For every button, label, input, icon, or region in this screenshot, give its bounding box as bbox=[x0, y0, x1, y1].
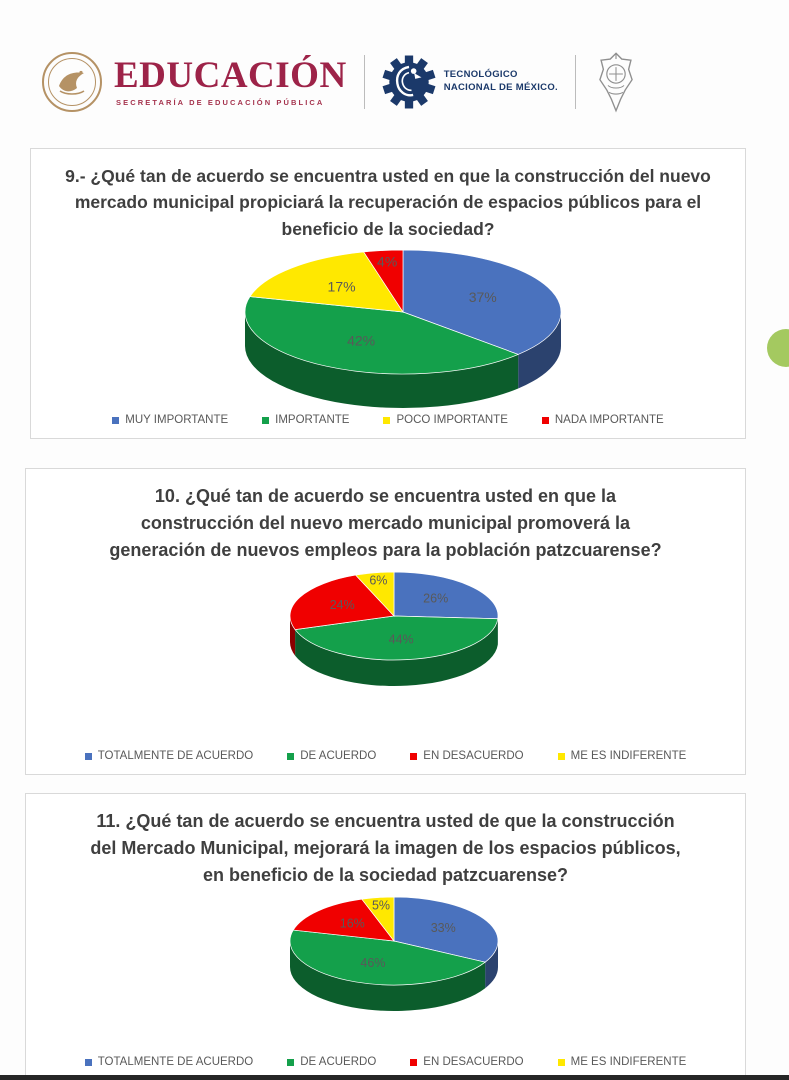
chart-title-q10: 10. ¿Qué tan de acuerdo se encuentra ust… bbox=[109, 486, 662, 560]
legend-item: TOTALMENTE DE ACUERDO bbox=[84, 1056, 254, 1068]
header: EDUCACIÓN SECRETARÍA DE EDUCACIÓN PÚBLIC… bbox=[40, 42, 789, 122]
chart-title-q9: 9.- ¿Qué tan de acuerdo se encuentra ust… bbox=[65, 166, 711, 239]
pie-data-label: 37% bbox=[469, 289, 497, 305]
legend-marker bbox=[287, 752, 295, 760]
bottom-bar bbox=[0, 1075, 789, 1080]
pie-data-label: 46% bbox=[360, 956, 385, 970]
legend-item: EN DESACUERDO bbox=[410, 1056, 524, 1068]
tecnm-line1: TECNOLÓGICO bbox=[443, 69, 518, 81]
legend-item: EN DESACUERDO bbox=[410, 750, 524, 762]
legend-label: MUY IMPORTANTE bbox=[125, 414, 229, 426]
legend-item: NADA IMPORTANTE bbox=[541, 414, 664, 426]
legend-label: ME ES INDIFERENTE bbox=[570, 750, 687, 762]
chart-title-q11: 11. ¿Qué tan de acuerdo se encuentra ust… bbox=[90, 811, 681, 885]
legend-label: POCO IMPORTANTE bbox=[396, 414, 508, 426]
legend-item: DE ACUERDO bbox=[287, 1056, 376, 1068]
pie-data-label: 17% bbox=[328, 278, 356, 294]
pie-chart-q9: 37% 42% 17% 4% bbox=[244, 249, 562, 408]
legend-label: IMPORTANTE bbox=[275, 414, 350, 426]
legend-label: EN DESACUERDO bbox=[423, 750, 524, 762]
pie-data-label: 4% bbox=[377, 253, 397, 269]
legend-label: TOTALMENTE DE ACUERDO bbox=[97, 750, 254, 762]
legend-label: DE ACUERDO bbox=[300, 1056, 377, 1068]
chart-card-q11: 11. ¿Qué tan de acuerdo se encuentra ust… bbox=[25, 793, 746, 1080]
legend-item: TOTALMENTE DE ACUERDO bbox=[84, 750, 254, 762]
chart-card-q10: 10. ¿Qué tan de acuerdo se encuentra ust… bbox=[25, 468, 746, 775]
header-divider-2 bbox=[574, 55, 576, 109]
legend-marker bbox=[410, 752, 418, 760]
legend-item: ME ES INDIFERENTE bbox=[557, 1056, 687, 1068]
legend-marker bbox=[557, 752, 565, 760]
floating-action-button[interactable] bbox=[767, 329, 789, 367]
educacion-subtitle: SECRETARÍA DE EDUCACIÓN PÚBLICA bbox=[116, 98, 325, 107]
legend-marker bbox=[557, 1058, 565, 1066]
legend-item: DE ACUERDO bbox=[287, 750, 376, 762]
legend-marker bbox=[84, 752, 92, 760]
pie-data-label: 24% bbox=[330, 598, 355, 612]
legend-item: POCO IMPORTANTE bbox=[383, 414, 508, 426]
legend-q9: MUY IMPORTANTE IMPORTANTE POCO IMPORTANTE N… bbox=[31, 414, 745, 426]
header-divider bbox=[363, 55, 365, 109]
pie-data-label: 44% bbox=[389, 632, 414, 646]
tecnm-wordmark: TECNOLÓGICO NACIONAL DE MÉXICO. bbox=[444, 69, 558, 95]
legend-label: NADA IMPORTANTE bbox=[554, 414, 664, 426]
legend-q10: TOTALMENTE DE ACUERDO DE ACUERDO EN DESACU… bbox=[26, 750, 745, 762]
legend-marker bbox=[383, 416, 391, 424]
legend-marker bbox=[112, 416, 120, 424]
legend-label: DE ACUERDO bbox=[300, 750, 377, 762]
pie-chart-q10: 26% 44% 24% 6% bbox=[289, 571, 499, 687]
legend-marker bbox=[410, 1058, 418, 1066]
pie-chart-q11: 33% 46% 16% 5% bbox=[289, 896, 499, 1011]
pie-data-label: 6% bbox=[369, 574, 387, 588]
pie-data-label: 33% bbox=[431, 921, 456, 935]
legend-item: IMPORTANTE bbox=[262, 414, 349, 426]
legend-label: ME ES INDIFERENTE bbox=[570, 1056, 687, 1068]
legend-marker bbox=[541, 416, 549, 424]
pie-data-label: 26% bbox=[423, 592, 448, 606]
pie-data-label: 42% bbox=[347, 332, 375, 348]
educacion-wordmark: EDUCACIÓN SECRETARÍA DE EDUCACIÓN PÚBLIC… bbox=[114, 57, 347, 107]
legend-marker bbox=[287, 1058, 295, 1066]
institution-crest-icon bbox=[599, 52, 633, 113]
tecnm-line2: NACIONAL DE MÉXICO. bbox=[443, 82, 558, 93]
legend-item: ME ES INDIFERENTE bbox=[557, 750, 687, 762]
chart-card-q9: 9.- ¿Qué tan de acuerdo se encuentra ust… bbox=[30, 148, 746, 439]
legend-item: MUY IMPORTANTE bbox=[112, 414, 228, 426]
legend-marker bbox=[84, 1058, 92, 1066]
tecnm-gear-eagle-icon bbox=[382, 55, 436, 109]
legend-q11: TOTALMENTE DE ACUERDO DE ACUERDO EN DESACU… bbox=[26, 1056, 745, 1068]
legend-label: EN DESACUERDO bbox=[423, 1056, 524, 1068]
educacion-title: EDUCACIÓN bbox=[114, 55, 347, 96]
legend-label: TOTALMENTE DE ACUERDO bbox=[97, 1056, 254, 1068]
sep-eagle-seal-icon bbox=[42, 52, 102, 112]
pie-data-label: 5% bbox=[372, 899, 390, 913]
legend-marker bbox=[262, 416, 270, 424]
pie-data-label: 16% bbox=[340, 917, 365, 931]
